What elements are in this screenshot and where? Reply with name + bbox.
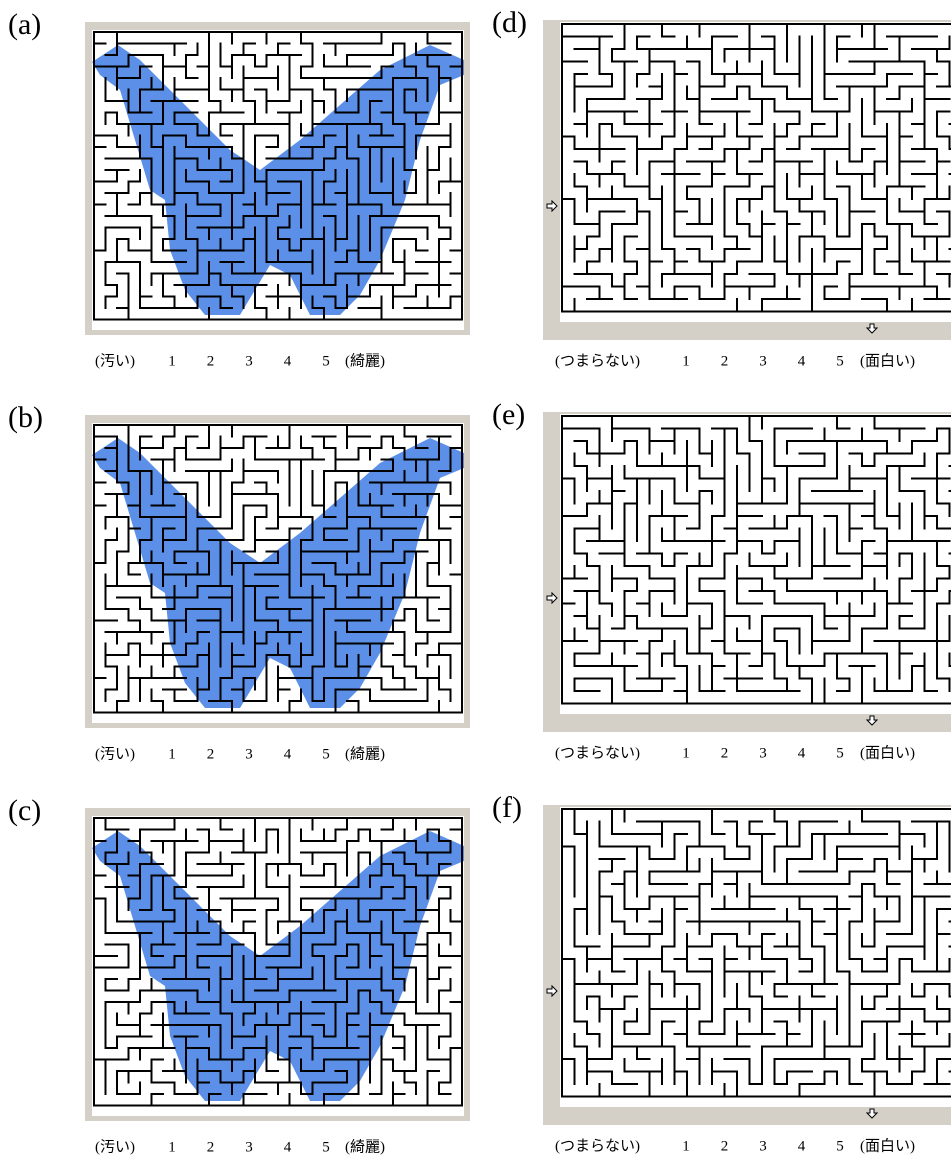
scale-number: 4 (284, 1139, 292, 1155)
scale-number: 5 (836, 745, 844, 761)
scale-right: (綺麗) (345, 745, 385, 762)
scale-number: 3 (759, 1138, 767, 1154)
scale-left: (つまらない) (555, 744, 640, 761)
scale-number: 1 (682, 1138, 690, 1154)
scale-number: 1 (682, 353, 690, 369)
scale-number: 2 (207, 353, 215, 369)
scale-left: (つまらない) (555, 1137, 640, 1154)
maze-area (560, 807, 951, 1107)
scale-number: 4 (284, 746, 292, 762)
scale-number: 4 (798, 745, 806, 761)
scale-number: 4 (798, 353, 806, 369)
scale-number: 3 (759, 745, 767, 761)
scale-number: 2 (721, 353, 729, 369)
scale-number: 1 (168, 746, 176, 762)
panel-label: (e) (492, 398, 525, 431)
scale-number: 5 (836, 353, 844, 369)
maze-area (560, 22, 951, 322)
scale-right: (面白い) (860, 1137, 915, 1154)
scale-number: 2 (721, 1138, 729, 1154)
scale-right: (綺麗) (345, 352, 385, 369)
scale-number: 2 (207, 1139, 215, 1155)
scale-number: 5 (322, 746, 330, 762)
scale-left: (つまらない) (555, 352, 640, 369)
figure: (a) (汚い) 1 2 3 4 5 (綺麗) (b) (汚い) 1 2 3 4 5 (綺麗) (c) (汚い) 1… (0, 0, 951, 1157)
scale-right: (綺麗) (345, 1138, 385, 1155)
scale-right: (面白い) (860, 352, 915, 369)
maze-area (560, 414, 951, 714)
scale-number: 3 (759, 353, 767, 369)
scale-number: 3 (245, 353, 253, 369)
scale-left: (汚い) (95, 745, 135, 762)
scale-right: (面白い) (860, 744, 915, 761)
scale-number: 3 (245, 1139, 253, 1155)
scale-number: 4 (284, 353, 292, 369)
scale-number: 5 (836, 1138, 844, 1154)
scale-number: 2 (207, 746, 215, 762)
scale-number: 1 (168, 353, 176, 369)
scale-number: 1 (168, 1139, 176, 1155)
scale-number: 1 (682, 745, 690, 761)
scale-number: 5 (322, 1139, 330, 1155)
scale-number: 4 (798, 1138, 806, 1154)
scale-left: (汚い) (95, 1138, 135, 1155)
panel-label: (c) (8, 794, 41, 827)
panel-label: (b) (8, 401, 43, 434)
scale-number: 3 (245, 746, 253, 762)
panel-label: (f) (492, 791, 522, 824)
panel-label: (d) (492, 6, 527, 39)
scale-number: 5 (322, 353, 330, 369)
scale-number: 2 (721, 745, 729, 761)
panel-label: (a) (8, 8, 41, 41)
scale-left: (汚い) (95, 352, 135, 369)
